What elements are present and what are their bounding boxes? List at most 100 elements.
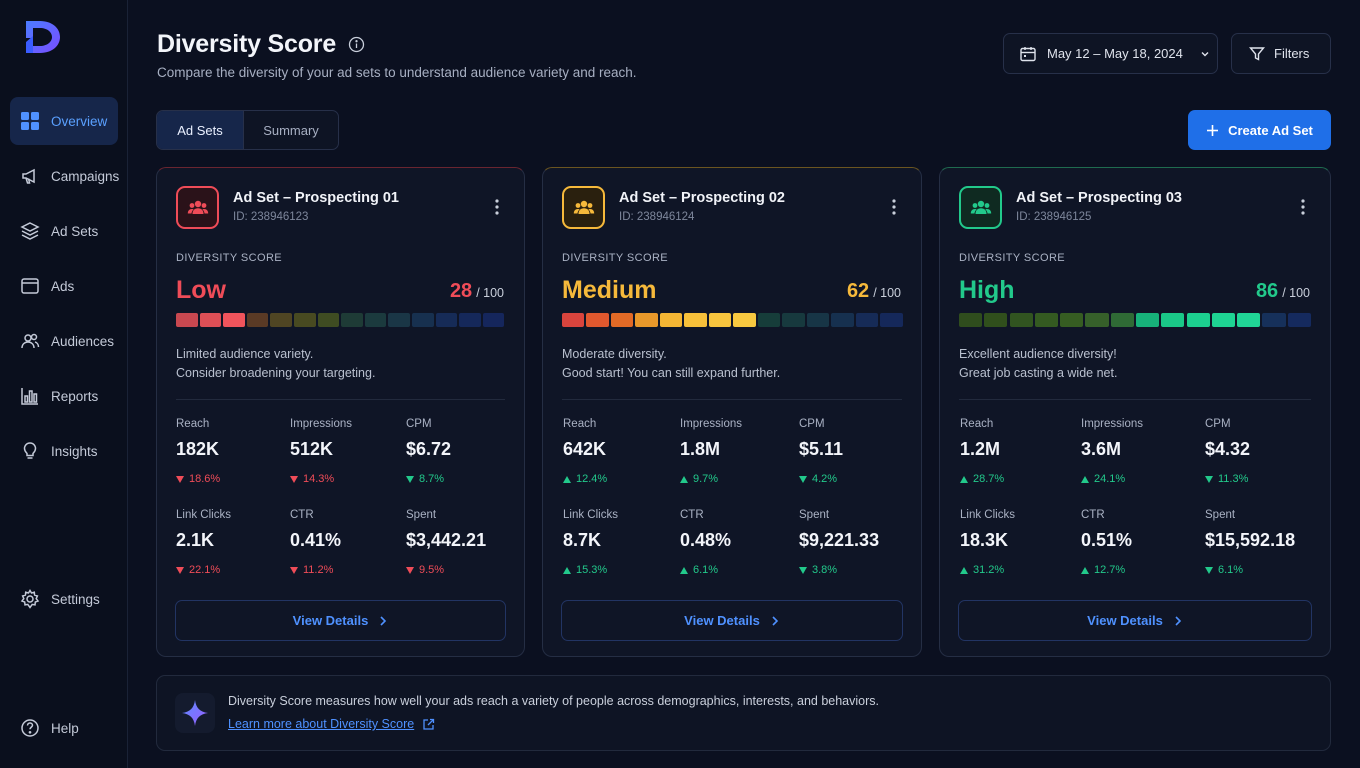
date-range-picker[interactable]: May 12 – May 18, 2024: [1003, 33, 1218, 74]
score-segment: [1186, 313, 1210, 327]
page-subtitle: Compare the diversity of your ad sets to…: [157, 65, 637, 80]
metric-spent: Spent $15,592.18 6.1%: [1205, 509, 1295, 576]
trend-up-icon: [563, 475, 571, 483]
metric-reach: Reach 1.2M 28.7%: [960, 418, 1004, 485]
help-icon: [20, 718, 40, 738]
score-segment: [199, 313, 222, 327]
metric-delta-value: 22.1%: [189, 564, 221, 576]
more-options-icon[interactable]: [494, 198, 500, 216]
score-segment: [880, 313, 903, 327]
ad-set-name: Ad Set – Prospecting 01: [233, 190, 399, 206]
learn-more-link[interactable]: Learn more about Diversity Score: [228, 717, 435, 731]
sidebar-item-ads[interactable]: Ads: [10, 262, 118, 310]
metric-delta: 9.5%: [406, 564, 486, 576]
page-title: Diversity Score: [157, 30, 337, 58]
ad-set-card: Ad Set – Prospecting 03 ID: 238946125 DI…: [939, 167, 1331, 657]
score-segment: [388, 313, 410, 327]
score-segment: [223, 313, 245, 327]
metric-value: $5.11: [799, 439, 844, 459]
sidebar-item-label: Insights: [51, 443, 98, 459]
metric-delta-value: 28.7%: [973, 473, 1005, 485]
chevron-down-icon: [1201, 51, 1209, 56]
sidebar-item-insights[interactable]: Insights: [10, 427, 118, 475]
create-ad-set-label: Create Ad Set: [1228, 122, 1313, 138]
metric-label: Spent: [406, 509, 437, 521]
info-icon[interactable]: [348, 36, 365, 53]
score-out-of: / 100: [1282, 286, 1310, 300]
trend-up-icon: [563, 566, 571, 574]
divider: [176, 399, 505, 400]
more-options-icon[interactable]: [891, 198, 897, 216]
metric-value: $3,442.21: [406, 530, 487, 550]
description-line: Excellent audience diversity!: [959, 347, 1117, 361]
sidebar-item-reports[interactable]: Reports: [10, 372, 118, 420]
sidebar-item-settings[interactable]: Settings: [10, 575, 118, 623]
metric-link-clicks: Link Clicks 2.1K 22.1%: [176, 509, 231, 576]
divider: [562, 399, 902, 400]
metric-value: 0.48%: [680, 530, 732, 550]
score-segment: [411, 313, 434, 327]
tab-ad-sets[interactable]: Ad Sets: [157, 111, 244, 149]
sidebar-item-label: Overview: [51, 113, 108, 129]
metric-impressions: Impressions 512K 14.3%: [290, 418, 352, 485]
metric-value: 3.6M: [1081, 439, 1122, 459]
metric-delta-value: 6.1%: [693, 564, 719, 576]
ad-set-avatar: [959, 186, 1002, 229]
filters-button[interactable]: Filters: [1231, 33, 1331, 74]
metric-label: CPM: [406, 418, 432, 430]
sidebar-item-label: Ads: [51, 278, 75, 294]
ad-set-id: ID: 238946123: [233, 211, 309, 223]
ad-set-name: Ad Set – Prospecting 03: [1016, 190, 1182, 206]
description-line: Great job casting a wide net.: [959, 366, 1118, 380]
view-details-button[interactable]: View Details: [958, 600, 1312, 641]
card-header: Ad Set – Prospecting 01 ID: 238946123: [176, 186, 399, 229]
more-options-icon[interactable]: [1300, 198, 1306, 216]
score-description: Limited audience variety. Consider broad…: [176, 345, 375, 383]
metric-value: 1.2M: [960, 439, 1001, 459]
metric-delta-value: 9.7%: [693, 473, 719, 485]
score-segment: [1237, 313, 1261, 327]
description-line: Consider broadening your targeting.: [176, 366, 376, 380]
ad-set-avatar: [176, 186, 219, 229]
metric-delta-value: 14.3%: [303, 473, 335, 485]
view-details-button[interactable]: View Details: [175, 600, 506, 641]
filter-icon: [1249, 46, 1265, 61]
score-number: 28: [449, 280, 473, 302]
metric-value: $15,592.18: [1205, 530, 1296, 550]
trend-down-icon: [406, 566, 414, 574]
view-details-label: View Details: [292, 613, 369, 628]
score-bar: [176, 313, 505, 327]
score-segment: [733, 313, 756, 327]
score-segment: [341, 313, 363, 327]
learn-more-label: Learn more about Diversity Score: [228, 717, 415, 731]
score-segment: [1287, 313, 1311, 327]
sidebar-item-campaigns[interactable]: Campaigns: [10, 152, 119, 200]
app-logo[interactable]: [24, 18, 62, 56]
view-tabs: Ad Sets Summary: [156, 110, 339, 150]
score-segment: [635, 313, 658, 327]
metric-value: 512K: [290, 439, 334, 459]
metric-label: CTR: [290, 509, 314, 521]
metric-delta-value: 3.8%: [812, 564, 838, 576]
divider: [959, 399, 1311, 400]
sidebar-item-audiences[interactable]: Audiences: [10, 317, 118, 365]
trend-up-icon: [680, 475, 688, 483]
sidebar-item-help[interactable]: Help: [10, 704, 118, 752]
score-level: High: [959, 276, 1015, 304]
score-segment: [831, 313, 854, 327]
metric-ctr: CTR 0.51% 12.7%: [1081, 509, 1132, 576]
create-ad-set-button[interactable]: Create Ad Set: [1188, 110, 1331, 150]
view-details-button[interactable]: View Details: [561, 600, 903, 641]
metric-delta-value: 31.2%: [973, 564, 1005, 576]
metric-delta: 11.2%: [290, 564, 341, 576]
metric-delta: 12.7%: [1081, 564, 1132, 576]
metric-value: 642K: [563, 439, 607, 459]
sidebar-item-label: Audiences: [51, 333, 115, 349]
tab-summary[interactable]: Summary: [263, 122, 319, 138]
sidebar-item-ad-sets[interactable]: Ad Sets: [10, 207, 118, 255]
score-segment: [757, 313, 781, 327]
score-segment: [1135, 313, 1160, 327]
sidebar-item-overview[interactable]: Overview: [10, 97, 118, 145]
score-label: DIVERSITY SCORE: [176, 252, 283, 264]
score-segment: [1060, 313, 1084, 327]
